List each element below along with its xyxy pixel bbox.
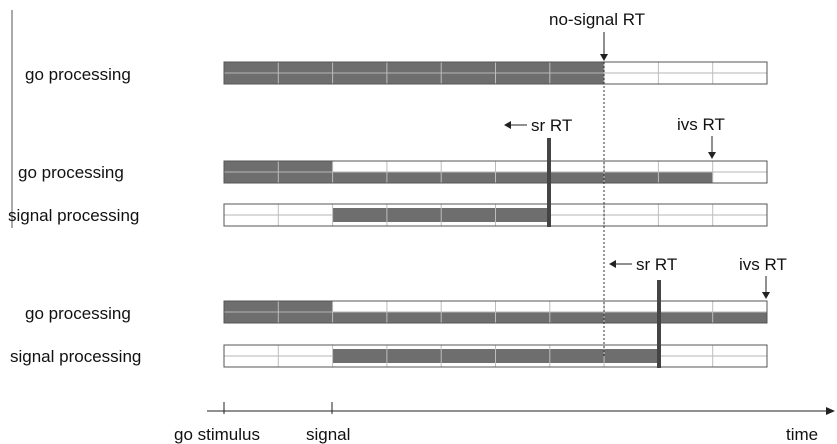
go-stimulus-label: go stimulus [174, 425, 260, 444]
row-label-go-3: go processing [25, 304, 131, 323]
sr-rt-1-arrowhead [504, 121, 511, 129]
row-label-go-1: go processing [25, 65, 131, 84]
bar-outline [223, 203, 768, 227]
bar-outline [223, 61, 768, 85]
bar-fill-lower [224, 172, 713, 183]
ivs-rt-2-label: ivs RT [739, 255, 787, 274]
row-label-signal-3: signal processing [10, 347, 141, 366]
bar-outline [223, 300, 768, 324]
sr-rt-2-label: sr RT [636, 255, 677, 274]
processing-bars [223, 61, 768, 368]
time-axis-arrowhead [826, 407, 835, 415]
row-label-signal-2: signal processing [8, 206, 139, 225]
ivs-rt-2-arrowhead [762, 292, 770, 299]
ivs-rt-1-label: ivs RT [677, 115, 725, 134]
sr-rt-2-arrowhead [609, 260, 616, 268]
no-signal-rt-arrowhead [600, 54, 608, 61]
signal-label: signal [306, 425, 350, 444]
bar-outline [223, 344, 768, 368]
no-signal-rt-label: no-signal RT [549, 10, 645, 29]
ivs-rt-1-arrowhead [708, 152, 716, 159]
row-label-go-2: go processing [18, 163, 124, 182]
time-label: time [786, 425, 818, 444]
sr-rt-1-label: sr RT [531, 116, 572, 135]
bar-outline [223, 160, 768, 184]
